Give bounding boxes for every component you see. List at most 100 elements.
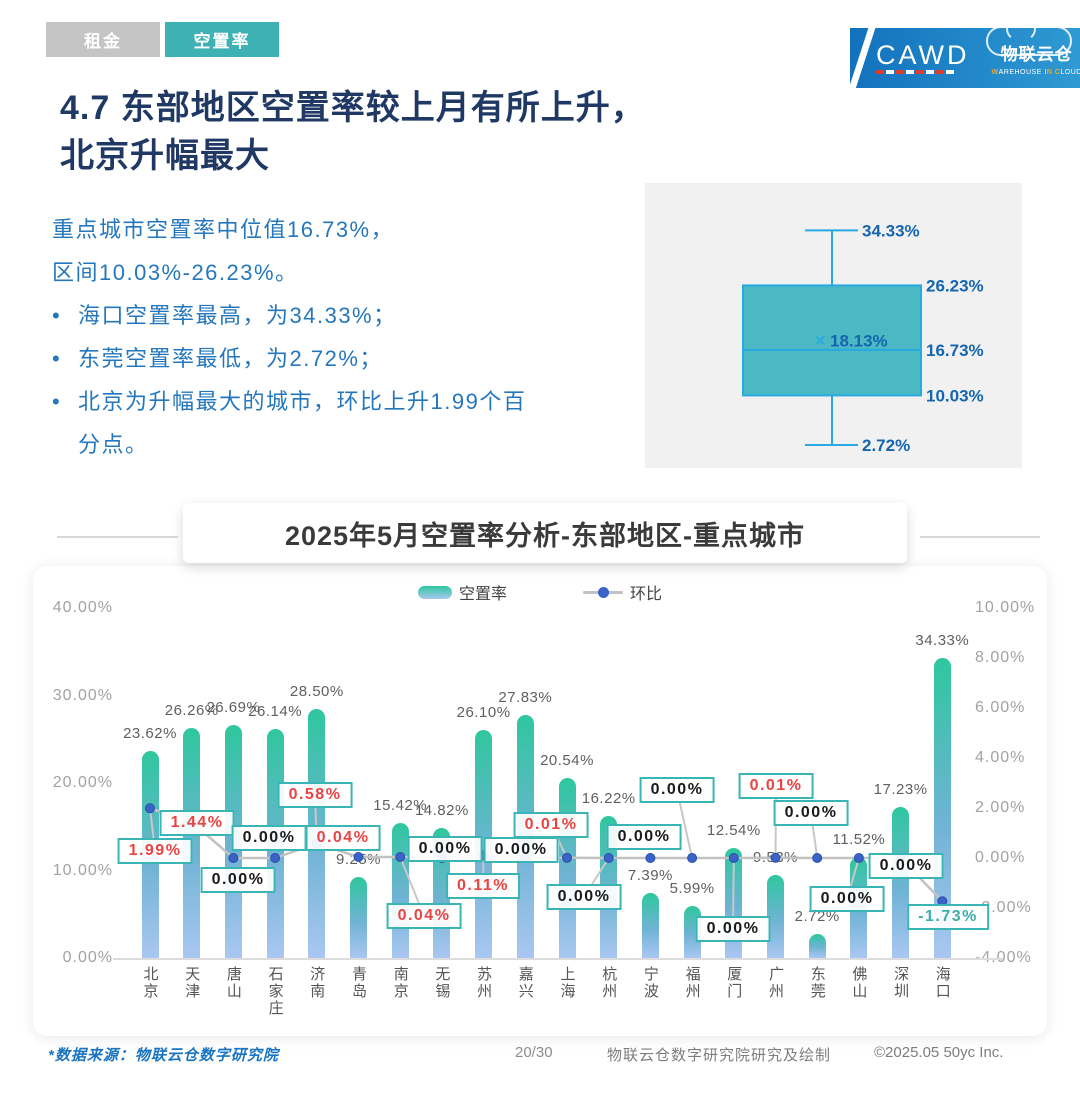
line-swatch-icon: [583, 586, 623, 598]
mom-label-青岛: 0.04%: [305, 825, 381, 851]
chart-title: 2025年5月空置率分析-东部地区-重点城市: [183, 503, 907, 563]
line-series: [145, 785, 948, 930]
bar-value-label: 26.26%: [164, 702, 219, 720]
cawd-logo: CAWD: [876, 42, 970, 74]
cawd-subtext-marks: [876, 70, 970, 74]
chart-legend: 空置率 环比: [33, 580, 1047, 604]
mom-label-深圳: 0.00%: [868, 853, 944, 879]
x-axis-line: [113, 958, 1003, 960]
mom-label-嘉兴: 0.00%: [483, 837, 559, 863]
combo-chart-plot: 40.00% 30.00% 20.00% 10.00% 0.00% 10.00% 8.00%…: [33, 566, 1047, 1036]
bar-广州: [767, 874, 784, 958]
title-decor-line: [57, 536, 178, 538]
wulian-cloud-logo: 物联云仓 WAREHOUSE IN CLOUD: [985, 28, 1080, 76]
brand-name: 物联云仓: [1000, 45, 1073, 64]
x-axis-category: 佛山: [850, 966, 868, 1000]
tab-rent[interactable]: 租金: [46, 22, 160, 57]
copyright: ©2025.05 50yc Inc.: [874, 1044, 1004, 1061]
legend-item-mom: 环比: [583, 580, 662, 604]
mom-label-唐山: 0.00%: [200, 867, 276, 893]
mom-label-济南: 0.58%: [277, 782, 353, 808]
right-axis-tick: 0.00%: [975, 849, 1026, 866]
bar-海口: [933, 657, 951, 958]
x-axis-category: 天津: [183, 966, 201, 1000]
summary-text: 重点城市空置率中位值16.73%， 区间10.03%-26.23%。 • 海口空…: [52, 208, 652, 466]
x-axis-category: 宁波: [641, 966, 659, 1000]
top-tabs: 租金 空置率: [46, 22, 279, 57]
cloud-icon: [985, 28, 1072, 56]
x-axis-category: 杭州: [600, 966, 618, 1000]
x-axis-category: 济南: [308, 966, 326, 1000]
bullet-item: • 北京为升幅最大的城市，环比上升1.99个百 分点。: [52, 380, 652, 466]
line-point-南京: [395, 852, 406, 862]
data-source-note: *数据来源：物联云仓数字研究院: [48, 1047, 279, 1064]
line-point-石家庄: [270, 853, 281, 863]
boxplot-label: 34.33%: [862, 221, 920, 240]
line-point-唐山: [228, 853, 239, 863]
brand-banner: CAWD 物联云仓 WAREHOUSE IN CLOUD: [850, 28, 1080, 88]
footer: *数据来源：物联云仓数字研究院 20/30 物联云仓数字研究院研究及绘制 ©20…: [0, 1044, 1080, 1074]
left-axis-tick: 0.00%: [62, 949, 113, 966]
bar-深圳: [892, 807, 910, 958]
mom-label-无锡: 0.00%: [407, 836, 483, 862]
bullet-icon: •: [52, 303, 62, 328]
mom-label-宁波: 0.00%: [606, 824, 682, 850]
line-point-佛山: [853, 853, 864, 863]
bar-value-label: 14.82%: [414, 802, 469, 820]
boxplot-label: 16.73%: [926, 341, 984, 360]
bar-value-label: 27.83%: [498, 688, 553, 706]
right-axis-tick: 10.00%: [975, 599, 1036, 616]
right-axis-tick: 2.00%: [975, 799, 1026, 816]
mom-label-杭州: 0.00%: [546, 884, 622, 910]
cawd-wordmark: CAWD: [876, 40, 970, 70]
boxplot-chart: × 18.13% 34.33% 26.23% 16.73% 10.03% 2.7…: [742, 221, 984, 455]
page-title: 4.7 东部地区空置率较上月有所上升， 北京升幅最大: [60, 89, 646, 175]
boxplot-mean-marker: ×: [815, 330, 826, 350]
mom-label-佛山: 0.00%: [809, 886, 885, 912]
line-point-广州: [770, 852, 781, 863]
x-axis-category: 石家庄: [266, 966, 284, 1017]
bar-value-label: 26.14%: [248, 703, 303, 721]
page-indicator: 20/30: [515, 1044, 553, 1061]
credit-note: 物联云仓数字研究院研究及绘制: [607, 1047, 832, 1064]
bullet-icon: •: [52, 346, 62, 371]
brand-tagline: WAREHOUSE IN CLOUD: [991, 69, 1080, 76]
right-axis-tick: -2.00%: [975, 899, 1032, 916]
mom-label-厦门: 0.00%: [695, 916, 771, 942]
x-axis-category: 苏州: [475, 966, 493, 1000]
x-axis-category: 南京: [391, 966, 409, 1000]
boxplot-panel: × 18.13% 34.33% 26.23% 16.73% 10.03% 2.7…: [645, 183, 1022, 468]
x-axis-category: 上海: [558, 966, 576, 1000]
x-axis-category: 青岛: [350, 966, 367, 1000]
legend-item-vacancy: 空置率: [417, 580, 507, 604]
bar-value-label: 15.42%: [373, 797, 428, 815]
line-point-上海: [562, 852, 572, 863]
bullet-item: • 东莞空置率最低，为2.72%；: [52, 337, 652, 380]
bar-value-label: 28.50%: [289, 682, 344, 700]
left-axis-tick: 20.00%: [52, 774, 113, 791]
mom-label-广州: 0.01%: [738, 773, 814, 799]
x-axis-category: 广州: [767, 966, 784, 1000]
right-axis-tick: 4.00%: [975, 749, 1026, 766]
mom-label-天津: 1.44%: [159, 810, 235, 836]
line-point-东莞: [812, 853, 823, 863]
left-axis-tick: 40.00%: [52, 599, 113, 616]
line-point-北京: [145, 803, 155, 814]
x-axis-category: 福州: [683, 966, 701, 1000]
bar-value-label: 16.22%: [581, 790, 636, 808]
banner-stripe: [850, 28, 878, 88]
chart-card: 空置率 环比 40.00% 30.00% 20.00% 10.00% 0.00% 10.0…: [33, 566, 1047, 1036]
boxplot-label: 2.72%: [862, 436, 910, 455]
left-axis-tick: 10.00%: [52, 861, 113, 879]
bar-value-label: 20.54%: [540, 752, 594, 770]
line-point-杭州: [603, 853, 614, 863]
bar-value-label: 11.52%: [832, 831, 886, 849]
x-axis-category: 东莞: [808, 966, 826, 1000]
mom-label-苏州: 0.11%: [446, 873, 520, 899]
bar-value-label: 17.23%: [873, 781, 928, 799]
bar-value-label: 23.62%: [123, 725, 177, 743]
mom-label-东莞: 0.00%: [773, 800, 849, 826]
tab-vacancy-rate[interactable]: 空置率: [165, 22, 279, 57]
boxplot-box: [742, 284, 922, 397]
line-point-宁波: [645, 853, 656, 863]
